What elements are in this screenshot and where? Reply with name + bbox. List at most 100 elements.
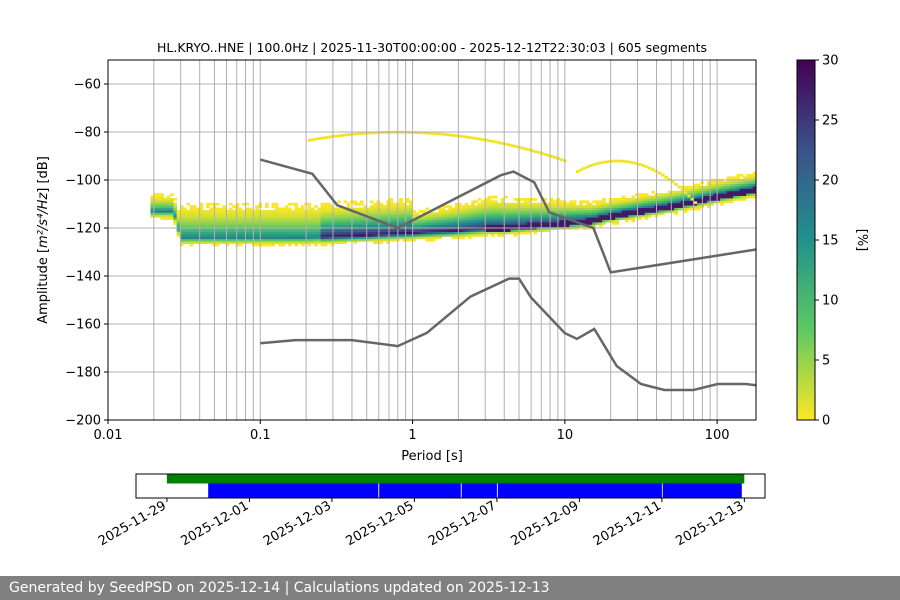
heatmap-cell (186, 202, 191, 206)
heatmap-cell (366, 131, 371, 135)
heatmap-cell (716, 195, 721, 199)
heatmap-cell (422, 236, 426, 240)
heatmap-cell (373, 231, 377, 235)
heatmap-cell (546, 214, 551, 218)
heatmap-cell (661, 195, 665, 199)
heatmap-cell (333, 222, 338, 225)
heatmap-cell (634, 212, 639, 216)
heatmap-cell (598, 207, 603, 211)
heatmap-cell (402, 212, 407, 216)
heatmap-cell (206, 217, 210, 220)
heatmap-cell (399, 229, 403, 232)
heatmap-cell (546, 222, 551, 225)
heatmap-cell (386, 202, 390, 206)
heatmap-cell (667, 193, 672, 196)
heatmap-cell (157, 195, 161, 199)
psd-figure: HL.KRYO..HNE | 100.0Hz | 2025-11-30T00:0… (36, 40, 869, 549)
heatmap-cell (549, 200, 554, 204)
heatmap-cell (448, 231, 452, 235)
heatmap-cell (402, 219, 407, 223)
heatmap-cell (320, 212, 325, 216)
heatmap-cell (402, 229, 407, 232)
heatmap-cell (595, 210, 600, 213)
heatmap-cell (199, 217, 204, 220)
heatmap-cell (369, 214, 374, 218)
heatmap-cell (559, 200, 564, 204)
heatmap-cell (356, 224, 361, 228)
heatmap-cell (281, 219, 286, 223)
heatmap-cell (441, 222, 446, 225)
heatmap-cell (461, 234, 466, 237)
y-tick-label: −180 (65, 366, 101, 381)
heatmap-cell (379, 212, 384, 216)
heatmap-cell (454, 236, 459, 240)
heatmap-cell (235, 229, 240, 232)
heatmap-cell (742, 183, 747, 187)
heatmap-cell (598, 222, 603, 225)
heatmap-cell (710, 186, 714, 189)
heatmap-cell (683, 200, 688, 204)
heatmap-cell (189, 234, 194, 237)
heatmap-cell (209, 207, 214, 211)
heatmap-cell (196, 212, 200, 216)
heatmap-cell (353, 202, 358, 206)
heatmap-cell (215, 217, 220, 220)
heatmap-cell (716, 183, 721, 187)
heatmap-cell (160, 212, 164, 216)
heatmap-cell (297, 212, 302, 216)
heatmap-cell (503, 142, 508, 146)
heatmap-cell (330, 219, 335, 223)
heatmap-cell (265, 238, 269, 242)
heatmap-cell (343, 238, 348, 242)
heatmap-cell (274, 238, 279, 242)
heatmap-cell (366, 222, 371, 225)
heatmap-cell (317, 207, 322, 211)
heatmap-cell (183, 238, 187, 242)
heatmap-cell (382, 224, 387, 228)
heatmap-cell (719, 195, 724, 199)
heatmap-cell (618, 200, 623, 204)
heatmap-cell (291, 238, 295, 242)
heatmap-cell (474, 222, 479, 225)
heatmap-cell (697, 207, 701, 211)
heatmap-cell (405, 217, 410, 220)
heatmap-cell (736, 188, 741, 192)
heatmap-cell (242, 236, 246, 240)
heatmap-cell (196, 207, 200, 211)
heatmap-cell (484, 231, 488, 235)
heatmap-cell (222, 214, 227, 218)
heatmap-cell (736, 174, 741, 177)
heatmap-cell (592, 207, 597, 211)
heatmap-cell (644, 200, 649, 204)
heatmap-cell (297, 229, 302, 232)
heatmap-cell (301, 238, 305, 242)
heatmap-cell (209, 214, 214, 218)
heatmap-cell (166, 200, 171, 204)
heatmap-cell (265, 229, 269, 232)
heatmap-cell (310, 214, 315, 218)
heatmap-cell (373, 210, 377, 213)
heatmap-cell (539, 212, 544, 216)
heatmap-cell (301, 214, 305, 218)
heatmap-cell (494, 207, 498, 211)
heatmap-cell (232, 224, 236, 228)
heatmap-cell (343, 200, 348, 204)
heatmap-cell (284, 212, 289, 216)
heatmap-cell (438, 234, 443, 237)
heatmap-cell (638, 200, 642, 204)
heatmap-cell (389, 205, 394, 208)
heatmap-cell (481, 207, 485, 211)
heatmap-cell (582, 222, 587, 225)
heatmap-cell (209, 229, 214, 232)
date-tick-label: 2025-12-09 (508, 498, 581, 549)
heatmap-cell (268, 224, 272, 228)
heatmap-cell (579, 168, 583, 172)
heatmap-cell (510, 205, 515, 208)
heatmap-cell (490, 195, 495, 199)
heatmap-cell (281, 224, 286, 228)
heatmap-cell (265, 219, 269, 223)
heatmap-cell (189, 236, 194, 240)
heatmap-cell (232, 222, 236, 225)
heatmap-cell (546, 212, 551, 216)
heatmap-cell (160, 200, 164, 204)
